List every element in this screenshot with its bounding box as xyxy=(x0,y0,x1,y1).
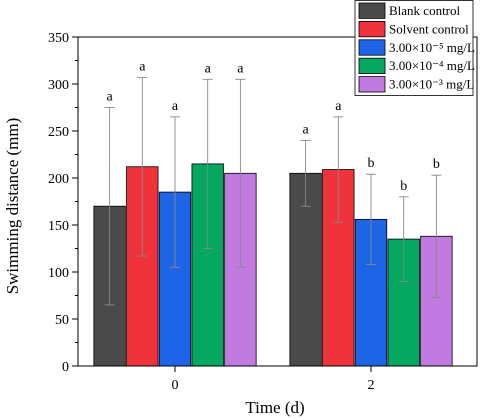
significance-label-0-1: a xyxy=(106,90,113,105)
y-tick-label-200: 200 xyxy=(48,172,69,187)
legend: Blank control Solvent control 3.00×10⁻⁵ mg… xyxy=(354,0,475,96)
significance-label-2-2: a xyxy=(335,99,342,114)
significance-label-0-5: a xyxy=(237,61,244,76)
significance-labels-layer: a a a a a a a b b b xyxy=(106,59,439,193)
x-axis-title: Time (d) xyxy=(245,398,304,417)
y-axis-title: Swimming distance (mm) xyxy=(3,118,22,295)
significance-label-0-4: a xyxy=(205,61,212,76)
significance-label-2-5: b xyxy=(433,157,440,172)
axes-layer: 0 50 100 150 200 250 300 350 0 2 xyxy=(48,31,478,393)
legend-label-2: Solvent control xyxy=(389,21,469,36)
legend-label-5: 3.00×10⁻³ mg/L xyxy=(389,77,474,92)
y-tick-label-150: 150 xyxy=(48,219,69,234)
significance-label-0-2: a xyxy=(139,59,146,74)
legend-label-4: 3.00×10⁻⁴ mg/L xyxy=(389,58,475,73)
legend-swatch-4 xyxy=(358,57,386,75)
y-tick-label-350: 350 xyxy=(48,31,69,46)
x-tick-label-2: 2 xyxy=(368,378,375,393)
significance-label-0-3: a xyxy=(172,99,179,114)
legend-swatch-3 xyxy=(358,39,386,56)
legend-swatch-1 xyxy=(358,2,386,19)
legend-label-3: 3.00×10⁻⁵ mg/L xyxy=(389,40,475,55)
y-tick-label-100: 100 xyxy=(48,266,69,281)
significance-label-2-4: b xyxy=(400,179,407,194)
error-bars-layer xyxy=(104,76,442,306)
y-tick-label-0: 0 xyxy=(62,360,69,375)
y-tick-label-300: 300 xyxy=(48,78,69,93)
x-tick-label-0: 0 xyxy=(172,378,179,393)
y-tick-label-250: 250 xyxy=(48,125,69,140)
legend-label-1: Blank control xyxy=(389,3,461,18)
significance-label-2-1: a xyxy=(302,122,309,137)
legend-swatch-2 xyxy=(358,20,386,38)
significance-label-2-3: b xyxy=(368,156,375,171)
y-tick-label-50: 50 xyxy=(55,313,69,328)
legend-swatch-5 xyxy=(358,76,386,93)
bars-layer xyxy=(93,163,453,367)
